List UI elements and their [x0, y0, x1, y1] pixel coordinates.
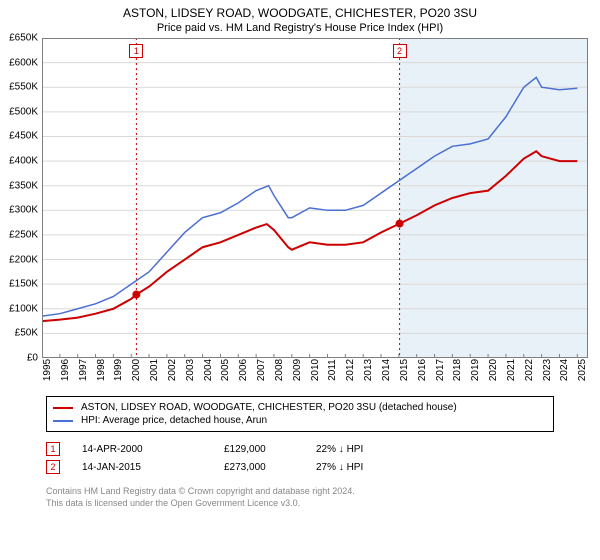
x-tick-label: 2010: [310, 359, 321, 381]
x-tick-label: 2017: [435, 359, 446, 381]
x-tick-label: 2005: [220, 359, 231, 381]
x-tick-label: 2024: [559, 359, 570, 381]
x-tick-label: 2008: [274, 359, 285, 381]
y-tick-label: £200K: [9, 254, 38, 265]
price-marker-1: 1: [129, 44, 143, 58]
data-point-date: 14-APR-2000: [82, 444, 202, 455]
legend-item: ASTON, LIDSEY ROAD, WOODGATE, CHICHESTER…: [53, 401, 547, 414]
x-tick-label: 2002: [167, 359, 178, 381]
x-tick-label: 2000: [131, 359, 142, 381]
x-tick-label: 2018: [452, 359, 463, 381]
legend: ASTON, LIDSEY ROAD, WOODGATE, CHICHESTER…: [46, 396, 554, 432]
x-tick-label: 2001: [149, 359, 160, 381]
x-tick-label: 2022: [524, 359, 535, 381]
data-point-row: 1 14-APR-2000 £129,000 22% ↓ HPI: [46, 440, 554, 458]
chart-subtitle: Price paid vs. HM Land Registry's House …: [0, 20, 600, 38]
x-tick-label: 2004: [203, 359, 214, 381]
x-tick-label: 2013: [363, 359, 374, 381]
legend-swatch: [53, 407, 73, 409]
footer-line-1: Contains HM Land Registry data © Crown c…: [46, 486, 554, 498]
legend-label: HPI: Average price, detached house, Arun: [81, 415, 267, 426]
x-tick-label: 2019: [470, 359, 481, 381]
data-point-row: 2 14-JAN-2015 £273,000 27% ↓ HPI: [46, 458, 554, 476]
y-tick-label: £600K: [9, 57, 38, 68]
x-tick-label: 1998: [96, 359, 107, 381]
line-chart: [42, 38, 588, 358]
y-tick-label: £300K: [9, 205, 38, 216]
chart-area: £0£50K£100K£150K£200K£250K£300K£350K£400…: [42, 38, 588, 358]
legend-swatch: [53, 420, 73, 422]
x-tick-label: 2015: [399, 359, 410, 381]
data-point-pct: 27% ↓ HPI: [316, 462, 416, 473]
y-tick-label: £450K: [9, 131, 38, 142]
data-point-date: 14-JAN-2015: [82, 462, 202, 473]
data-point-price: £129,000: [224, 444, 294, 455]
y-tick-label: £0: [27, 353, 38, 364]
x-tick-label: 2003: [185, 359, 196, 381]
y-tick-label: £400K: [9, 156, 38, 167]
data-point-price: £273,000: [224, 462, 294, 473]
x-tick-label: 2007: [256, 359, 267, 381]
x-tick-label: 2006: [238, 359, 249, 381]
x-tick-label: 2014: [381, 359, 392, 381]
x-tick-label: 2023: [542, 359, 553, 381]
x-tick-label: 1995: [42, 359, 53, 381]
legend-label: ASTON, LIDSEY ROAD, WOODGATE, CHICHESTER…: [81, 402, 457, 413]
y-tick-label: £650K: [9, 33, 38, 44]
x-tick-label: 2012: [345, 359, 356, 381]
data-point-id-box: 1: [46, 442, 60, 456]
data-points-list: 1 14-APR-2000 £129,000 22% ↓ HPI 2 14-JAN-201…: [46, 440, 554, 476]
y-tick-label: £150K: [9, 279, 38, 290]
y-tick-label: £50K: [15, 328, 38, 339]
y-tick-label: £250K: [9, 229, 38, 240]
price-marker-2: 2: [393, 44, 407, 58]
chart-title: ASTON, LIDSEY ROAD, WOODGATE, CHICHESTER…: [0, 0, 600, 20]
y-tick-label: £500K: [9, 106, 38, 117]
x-tick-label: 2021: [506, 359, 517, 381]
y-tick-label: £100K: [9, 303, 38, 314]
x-tick-label: 2009: [292, 359, 303, 381]
data-point-pct: 22% ↓ HPI: [316, 444, 416, 455]
x-tick-label: 1997: [78, 359, 89, 381]
x-tick-label: 2025: [577, 359, 588, 381]
x-tick-label: 2020: [488, 359, 499, 381]
footer-line-2: This data is licensed under the Open Gov…: [46, 498, 554, 510]
x-tick-label: 1996: [60, 359, 71, 381]
data-point-id-box: 2: [46, 460, 60, 474]
x-tick-label: 2011: [327, 359, 338, 381]
legend-item: HPI: Average price, detached house, Arun: [53, 414, 547, 427]
x-tick-label: 2016: [417, 359, 428, 381]
y-tick-label: £350K: [9, 180, 38, 191]
x-tick-label: 1999: [113, 359, 124, 381]
footer-attribution: Contains HM Land Registry data © Crown c…: [46, 486, 554, 509]
y-tick-label: £550K: [9, 82, 38, 93]
